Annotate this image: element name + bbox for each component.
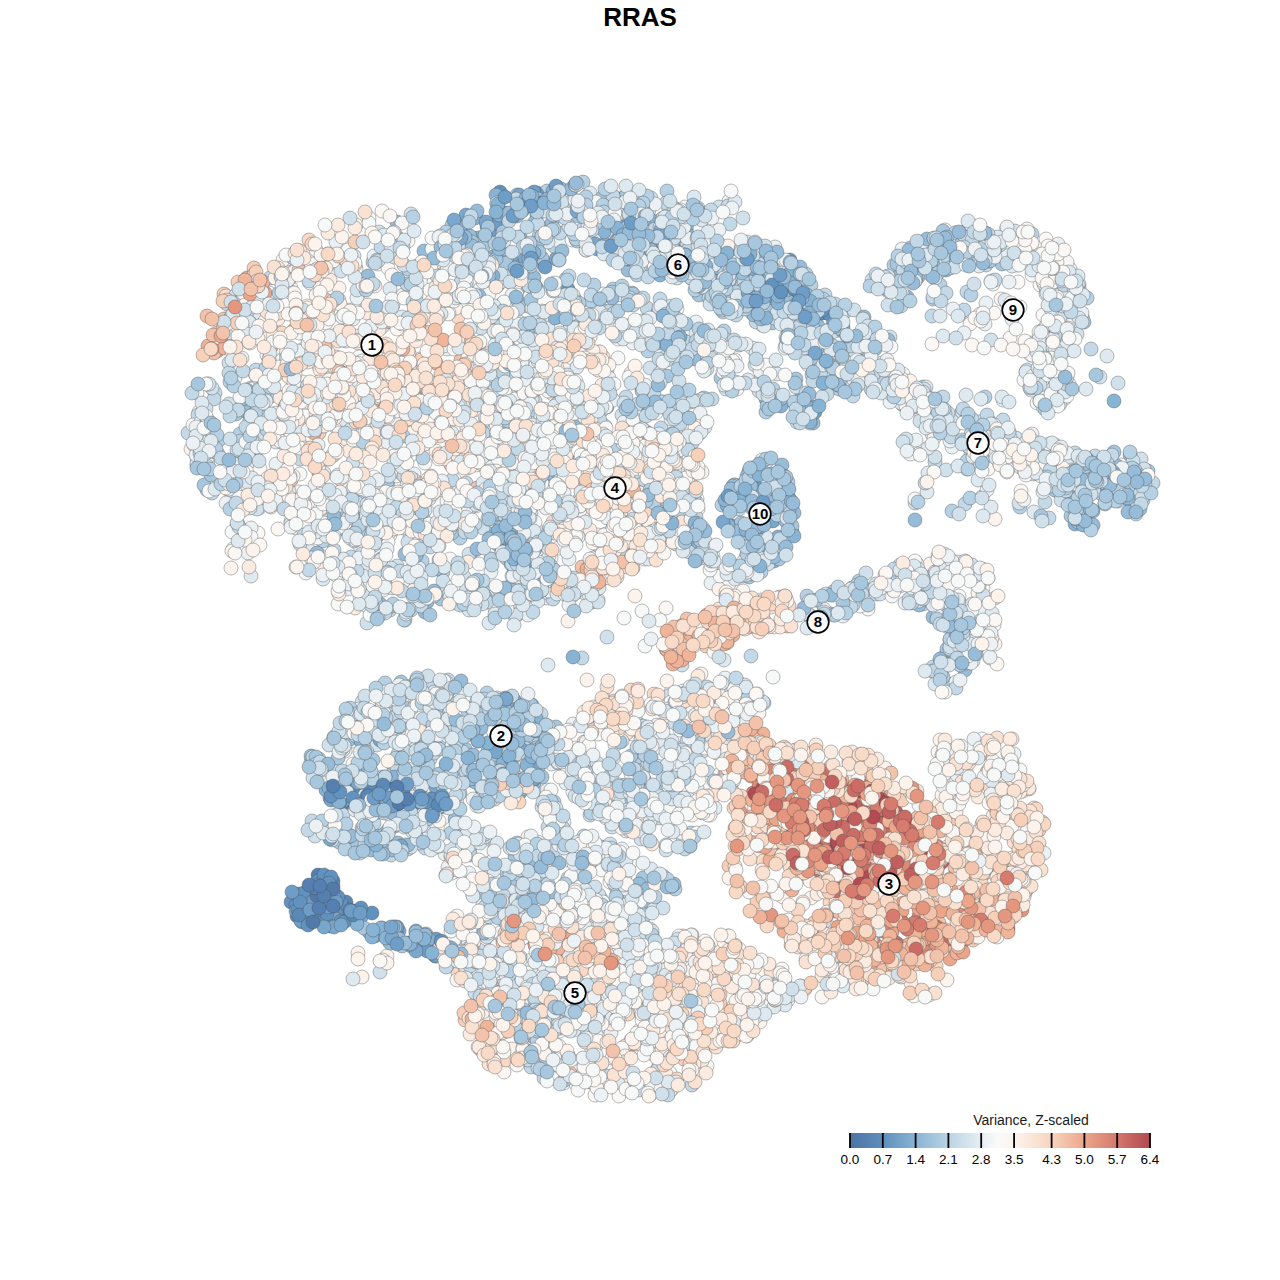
- svg-text:2.8: 2.8: [972, 1152, 991, 1167]
- svg-text:6: 6: [674, 256, 682, 273]
- svg-text:10: 10: [752, 505, 769, 522]
- svg-text:3.5: 3.5: [1005, 1152, 1024, 1167]
- svg-text:5.7: 5.7: [1108, 1152, 1127, 1167]
- svg-text:5: 5: [571, 984, 579, 1001]
- svg-text:9: 9: [1009, 301, 1017, 318]
- svg-text:Variance, Z-scaled: Variance, Z-scaled: [973, 1112, 1089, 1128]
- svg-text:0.7: 0.7: [873, 1152, 892, 1167]
- svg-text:8: 8: [814, 613, 822, 630]
- svg-text:2: 2: [497, 727, 505, 744]
- svg-text:1.4: 1.4: [906, 1152, 925, 1167]
- svg-text:4: 4: [611, 479, 620, 496]
- svg-text:6.4: 6.4: [1141, 1152, 1160, 1167]
- svg-text:5.0: 5.0: [1075, 1152, 1094, 1167]
- svg-text:0.0: 0.0: [841, 1152, 860, 1167]
- svg-text:1: 1: [368, 336, 376, 353]
- svg-text:RRAS: RRAS: [603, 2, 677, 32]
- svg-text:7: 7: [974, 434, 982, 451]
- svg-text:3: 3: [885, 875, 893, 892]
- svg-text:4.3: 4.3: [1042, 1152, 1061, 1167]
- svg-text:2.1: 2.1: [939, 1152, 958, 1167]
